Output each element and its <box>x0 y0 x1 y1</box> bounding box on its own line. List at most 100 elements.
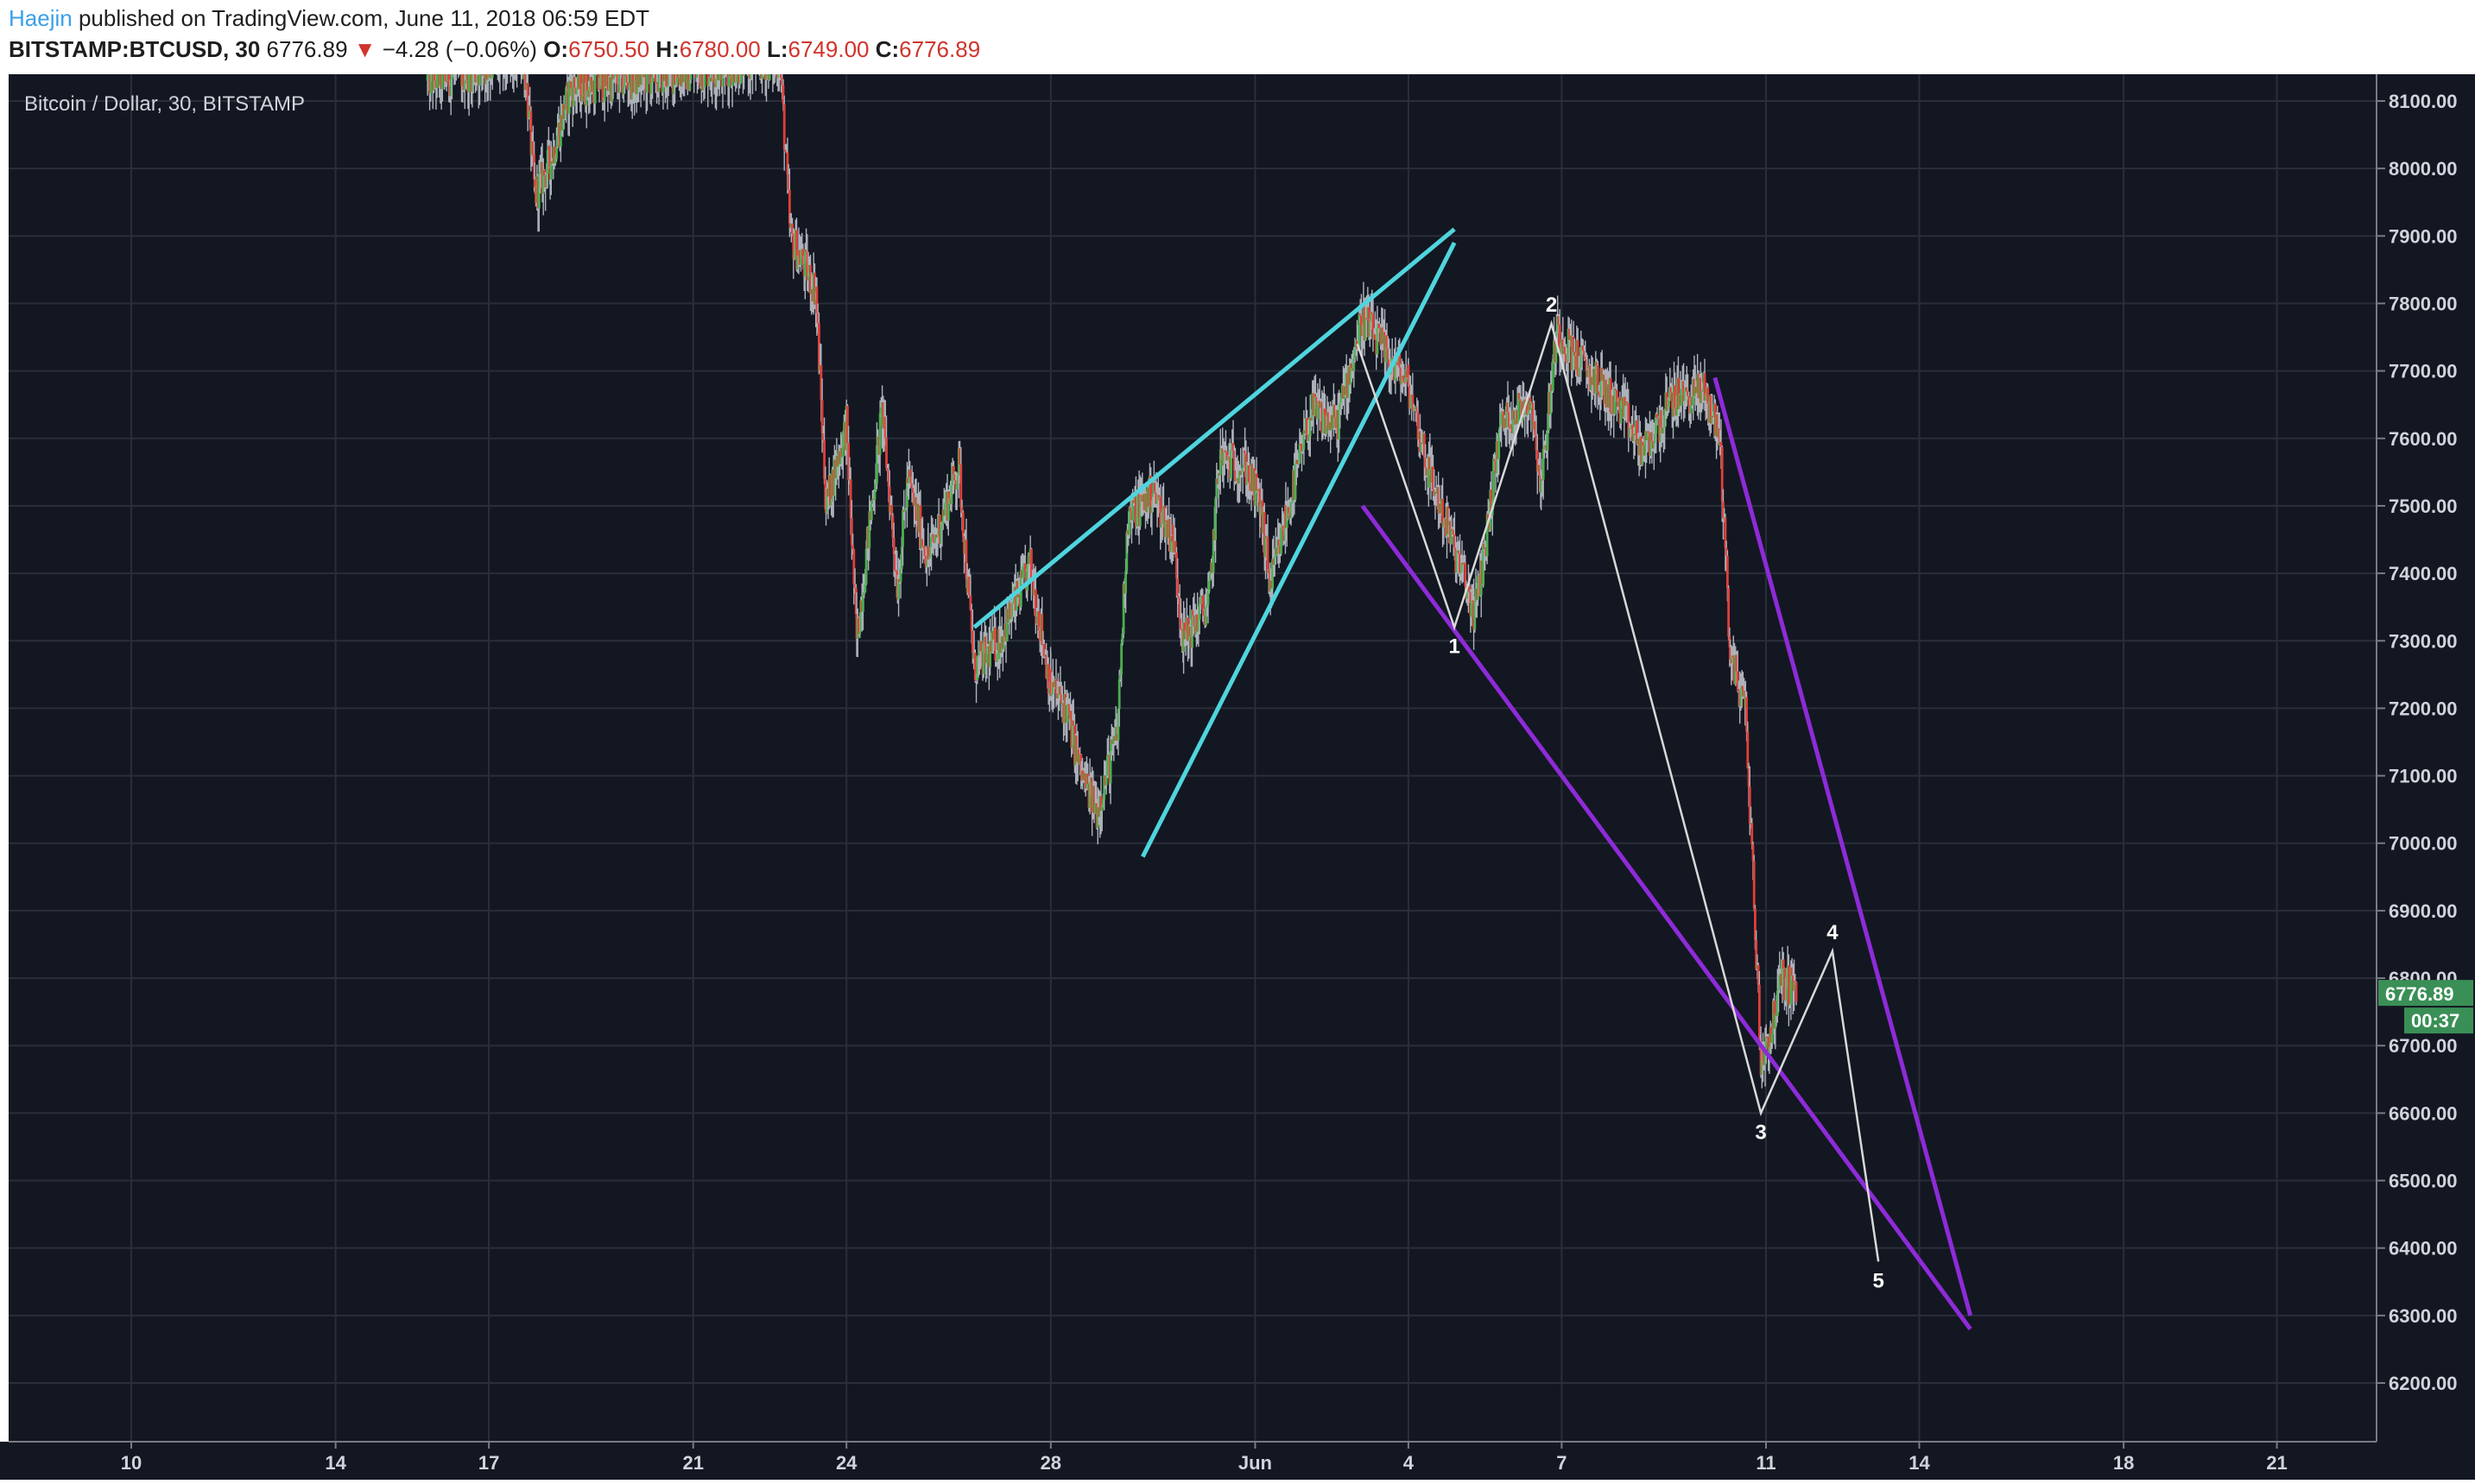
candle-up <box>718 73 721 80</box>
chart-title: Bitcoin / Dollar, 30, BITSTAMP <box>24 92 305 116</box>
candle-up <box>743 73 745 75</box>
published-text: published on TradingView.com, June 11, 2… <box>79 5 649 31</box>
candle-up <box>596 73 598 74</box>
symbol-label: BITSTAMP:BTCUSD, 30 <box>9 36 260 62</box>
candle-up <box>1208 580 1211 590</box>
candle-up <box>879 414 882 455</box>
low-label: L: <box>767 36 788 62</box>
candle-down <box>1750 823 1753 844</box>
open-value: 6750.50 <box>568 36 649 62</box>
time-tick-label: 14 <box>325 1452 346 1474</box>
candle-down <box>1753 861 1756 908</box>
price-tick-label: 6900.00 <box>2389 900 2458 922</box>
last-price-tag-label: 6776.89 <box>2385 983 2454 1005</box>
price-tick-label: 8000.00 <box>2389 158 2458 180</box>
wave-label: 3 <box>1755 1121 1766 1144</box>
candle-up <box>736 73 738 82</box>
wave-label: 1 <box>1448 635 1459 659</box>
candle-down <box>908 470 911 477</box>
candle-down <box>595 73 598 74</box>
candle-up <box>1120 643 1123 674</box>
low-value: 6749.00 <box>788 36 870 62</box>
price-tick-label: 6400.00 <box>2389 1238 2458 1260</box>
candle-down <box>783 104 786 149</box>
candle-up <box>740 73 743 83</box>
chart-header: Haejin published on TradingView.com, Jun… <box>0 0 2475 73</box>
candle-up <box>956 483 959 489</box>
time-tick-label: 18 <box>2113 1452 2134 1474</box>
price-tick-label: 7500.00 <box>2389 496 2458 517</box>
candle-down <box>1795 982 1798 1002</box>
candle-down <box>1788 965 1790 1004</box>
wave-label: 2 <box>1546 294 1557 317</box>
candle-up <box>1552 359 1554 391</box>
candle-down <box>665 73 668 86</box>
candle-up <box>646 73 649 92</box>
candle-down <box>534 180 536 187</box>
candle-down <box>962 513 965 536</box>
candle-up <box>1317 403 1320 419</box>
candle-down <box>746 73 749 74</box>
price-tick-label: 7900.00 <box>2389 225 2458 247</box>
close-label: C: <box>876 36 899 62</box>
candle-up <box>1771 1034 1774 1043</box>
price-tick-label: 6500.00 <box>2389 1171 2458 1192</box>
candle-up <box>690 73 693 79</box>
candle-up <box>683 73 686 82</box>
candle-down <box>972 631 974 653</box>
price-tick-label: 7600.00 <box>2389 428 2458 450</box>
candle-down <box>1726 556 1729 589</box>
price-tick-label: 6600.00 <box>2389 1102 2458 1124</box>
publish-line: Haejin published on TradingView.com, Jun… <box>9 5 649 32</box>
candle-up <box>874 491 877 500</box>
price-change: −4.28 (−0.06%) <box>383 36 537 62</box>
candle-up <box>704 73 706 87</box>
candle-up <box>1022 566 1024 578</box>
ohlc-line: BITSTAMP:BTCUSD, 30 6776.89 ▼ −4.28 (−0.… <box>9 36 980 63</box>
candle-up <box>468 73 471 92</box>
price-tick-label: 7700.00 <box>2389 361 2458 382</box>
price-tick-label: 7200.00 <box>2389 698 2458 719</box>
candle-down <box>1201 596 1204 609</box>
candle-down <box>1267 537 1269 573</box>
price-tick-label: 6300.00 <box>2389 1305 2458 1327</box>
time-tick-label: 28 <box>1041 1452 1061 1474</box>
down-arrow-icon: ▼ <box>354 36 377 62</box>
time-tick-label: 14 <box>1908 1452 1930 1474</box>
candle-up <box>1280 527 1282 553</box>
candle-up <box>491 73 494 78</box>
price-tick-label: 7800.00 <box>2389 293 2458 314</box>
price-tick-label: 8100.00 <box>2389 91 2458 112</box>
candle-down <box>649 73 651 74</box>
time-tick-label: 11 <box>1756 1452 1776 1474</box>
price-tick-label: 7300.00 <box>2389 630 2458 652</box>
high-label: H: <box>655 36 679 62</box>
candle-up <box>747 73 750 74</box>
candle-up <box>427 73 430 74</box>
candle-down <box>778 73 781 74</box>
price-tick-label: 7400.00 <box>2389 563 2458 584</box>
candle-up <box>436 73 439 88</box>
author-link[interactable]: Haejin <box>9 5 73 31</box>
time-tick-label: 17 <box>478 1452 499 1474</box>
high-value: 6780.00 <box>680 36 761 62</box>
time-tick-label: Jun <box>1238 1452 1272 1474</box>
price-tick-label: 7000.00 <box>2389 833 2458 855</box>
candle-up <box>555 148 558 159</box>
time-tick-label: 4 <box>1403 1452 1415 1474</box>
open-label: O: <box>543 36 568 62</box>
close-value: 6776.89 <box>899 36 980 62</box>
price-tick-label: 7100.00 <box>2389 766 2458 787</box>
time-tick-label: 24 <box>836 1452 858 1474</box>
time-tick-label: 7 <box>1556 1452 1567 1474</box>
candle-up <box>1118 679 1121 709</box>
candle-down <box>1706 387 1709 403</box>
candle-up <box>478 73 481 85</box>
time-tick-label: 10 <box>121 1452 142 1474</box>
candle-up <box>441 73 444 89</box>
time-tick-label: 21 <box>2266 1452 2287 1474</box>
candle-up <box>1124 571 1127 594</box>
wave-label: 4 <box>1826 921 1839 944</box>
